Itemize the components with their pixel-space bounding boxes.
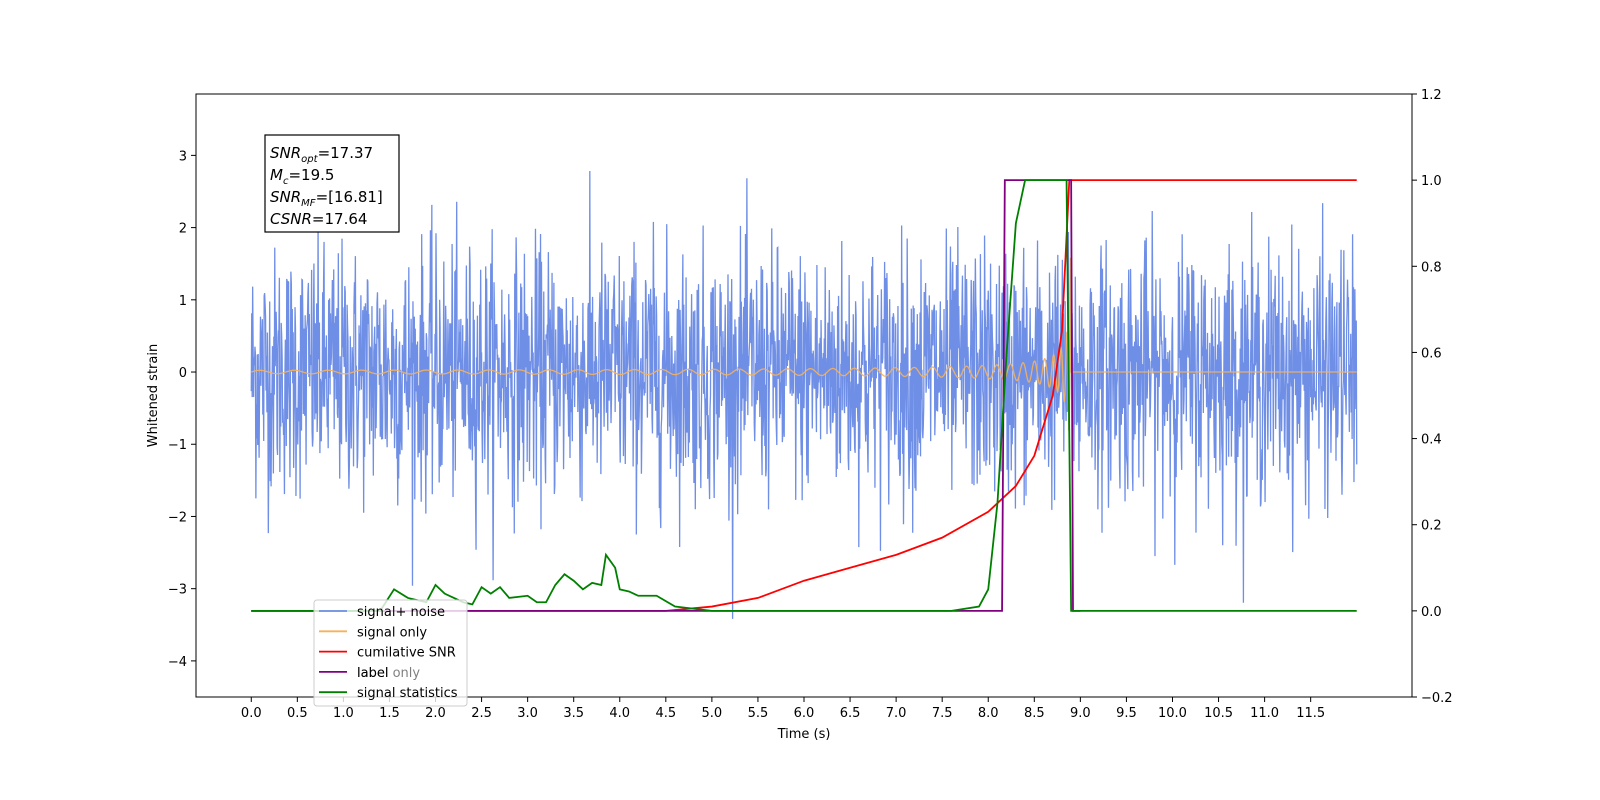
y-axis-label: Whitened strain [146, 344, 161, 447]
x-tick-label: 3.5 [563, 706, 584, 721]
x-tick-label: 3.0 [517, 706, 538, 721]
x-tick-label: 1.5 [379, 706, 400, 721]
x-tick-label: 7.5 [932, 706, 953, 721]
x-tick-label: 0.0 [241, 706, 262, 721]
y-tick-label: 2 [179, 222, 187, 237]
legend-entry: cumilative SNR [357, 646, 456, 661]
x-tick-label: 7.0 [886, 706, 907, 721]
x-tick-label: 6.0 [794, 706, 815, 721]
legend-entry: signal only [357, 625, 427, 640]
legend-entry: label [357, 666, 388, 681]
y-tick-label: −2 [168, 510, 187, 525]
series-signal-only [251, 257, 1357, 432]
legend: signal+ noise signal only cumilative SNR la… [313, 599, 468, 707]
stats-annotation: SNRopt=17.37Mc=19.5SNRMF=[16.81]CSNR=17.… [264, 134, 400, 233]
stats-box-frame [264, 134, 400, 233]
y2-tick-label: 0.6 [1421, 346, 1442, 361]
legend-entry: signal+ noise [357, 605, 445, 620]
y2-tick-label: 0.0 [1421, 605, 1442, 620]
stats-line: CSNR=17.64 [270, 210, 367, 228]
x-tick-label: 8.0 [978, 706, 999, 721]
x-tick-label: 6.5 [840, 706, 861, 721]
legend-frame [313, 599, 468, 707]
x-tick-label: 2.5 [471, 706, 492, 721]
x-tick-label: 11.0 [1250, 706, 1279, 721]
x-tick-label: 0.5 [287, 706, 308, 721]
y2-tick-label: 0.4 [1421, 433, 1442, 448]
y-tick-label: −3 [168, 583, 187, 598]
y2-tick-label: 1.2 [1421, 88, 1442, 103]
overlapped-legend-text: label only [357, 666, 420, 681]
stats-line: SNRMF=[16.81] [270, 188, 383, 209]
y2-tick-label: 1.0 [1421, 174, 1442, 189]
x-tick-label: 9.0 [1070, 706, 1091, 721]
x-tick-label: 4.5 [655, 706, 676, 721]
x-tick-label: 2.0 [425, 706, 446, 721]
x-axis-label: Time (s) [777, 727, 831, 742]
axes: 0.0 0.5 1.0 1.5 2.0 2.5 3.0 3.5 4.0 4.5 5.0 5.5 6.0 6… [146, 88, 1453, 742]
legend-entry: signal statistics [357, 686, 458, 701]
stats-line: SNRopt=17.37 [270, 144, 373, 165]
series-signal-noise [250, 170, 1358, 619]
x-tick-label: 9.5 [1116, 706, 1137, 721]
y-tick-label: 1 [179, 294, 187, 309]
series-cumulative-snr [251, 179, 1357, 612]
x-tick-label: 5.0 [702, 706, 723, 721]
x-tick-label: 1.0 [333, 706, 354, 721]
x-tick-label: 4.0 [609, 706, 630, 721]
stats-line: Mc=19.5 [270, 166, 334, 187]
x-tick-label: 5.5 [748, 706, 769, 721]
y-tick-label: 3 [179, 149, 187, 164]
y2-tick-label: 0.8 [1421, 260, 1442, 275]
y-tick-label: 0 [179, 366, 187, 381]
plot-area [250, 170, 1358, 619]
x-tick-label: 8.5 [1024, 706, 1045, 721]
y2-tick-label: 0.2 [1421, 519, 1442, 534]
y-tick-label: −1 [168, 438, 187, 453]
y-tick-label: −4 [168, 655, 187, 670]
y2-tick-label: −0.2 [1421, 691, 1453, 706]
series-signal-statistics [251, 179, 1357, 612]
x-tick-label: 10.5 [1204, 706, 1233, 721]
x-tick-label: 10.0 [1158, 706, 1187, 721]
x-tick-label: 11.5 [1296, 706, 1325, 721]
